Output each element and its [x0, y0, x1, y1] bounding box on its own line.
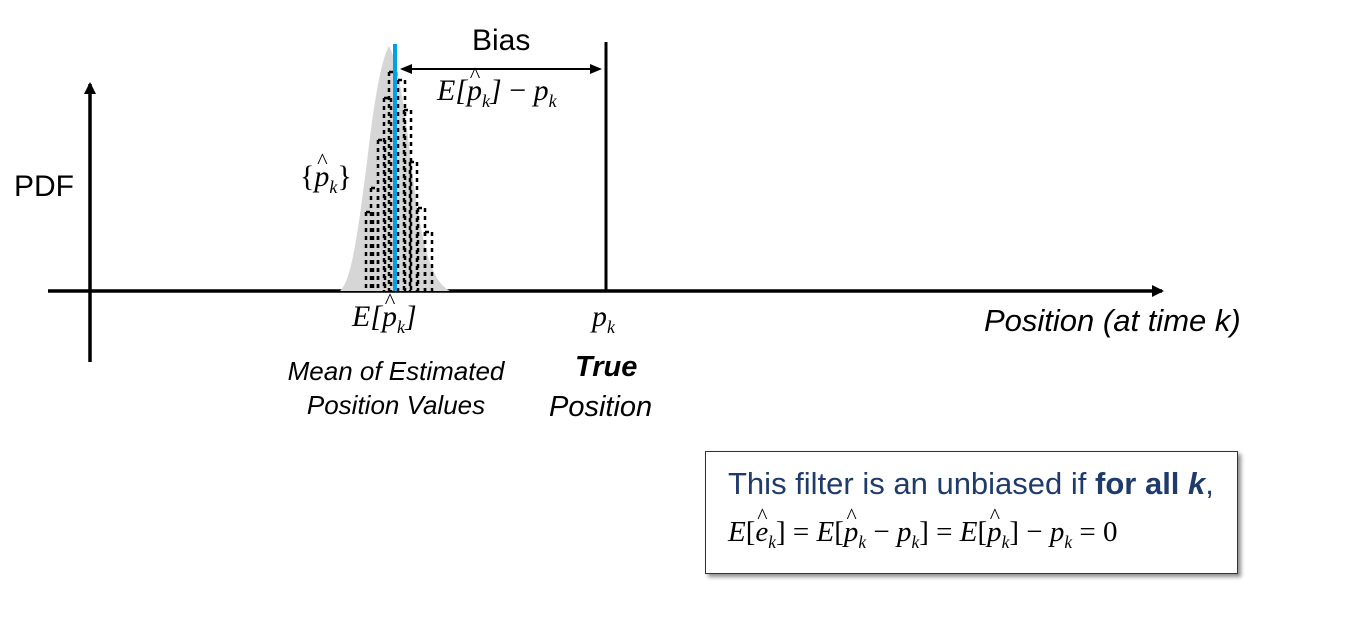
- note-text-before: This filter is an unbiased if: [728, 466, 1096, 501]
- unbiased-condition-formula: E[ek] = E[pk − pk] = E[pk] − pk = 0: [728, 516, 1117, 553]
- estimates-set-label: {pk}: [300, 160, 352, 198]
- mean-description-line2: Position Values: [306, 390, 486, 420]
- note-text-after: ,: [1205, 466, 1214, 501]
- unbiased-condition-box: This filter is an unbiased if for all k,…: [705, 451, 1238, 574]
- true-position-title: True: [575, 351, 638, 383]
- estimate-histogram: [364, 70, 434, 291]
- true-position-subtitle: Position: [549, 391, 653, 423]
- note-text-var: k: [1188, 466, 1206, 501]
- unbiased-condition-text: This filter is an unbiased if for all k,: [728, 466, 1214, 502]
- y-axis-label: PDF: [14, 170, 74, 203]
- note-text-bold: for all: [1095, 466, 1189, 501]
- mean-tick-label: E[pk]: [352, 300, 417, 338]
- bias-label: Bias: [472, 24, 531, 57]
- x-axis-label: Position (at time k): [984, 303, 1241, 338]
- mean-description-line1: Mean of Estimated: [287, 356, 505, 386]
- bias-formula: E[pk] − pk: [437, 74, 557, 112]
- mean-description: Mean of Estimated Position Values: [274, 354, 518, 422]
- true-position-tick-label: pk: [592, 300, 615, 337]
